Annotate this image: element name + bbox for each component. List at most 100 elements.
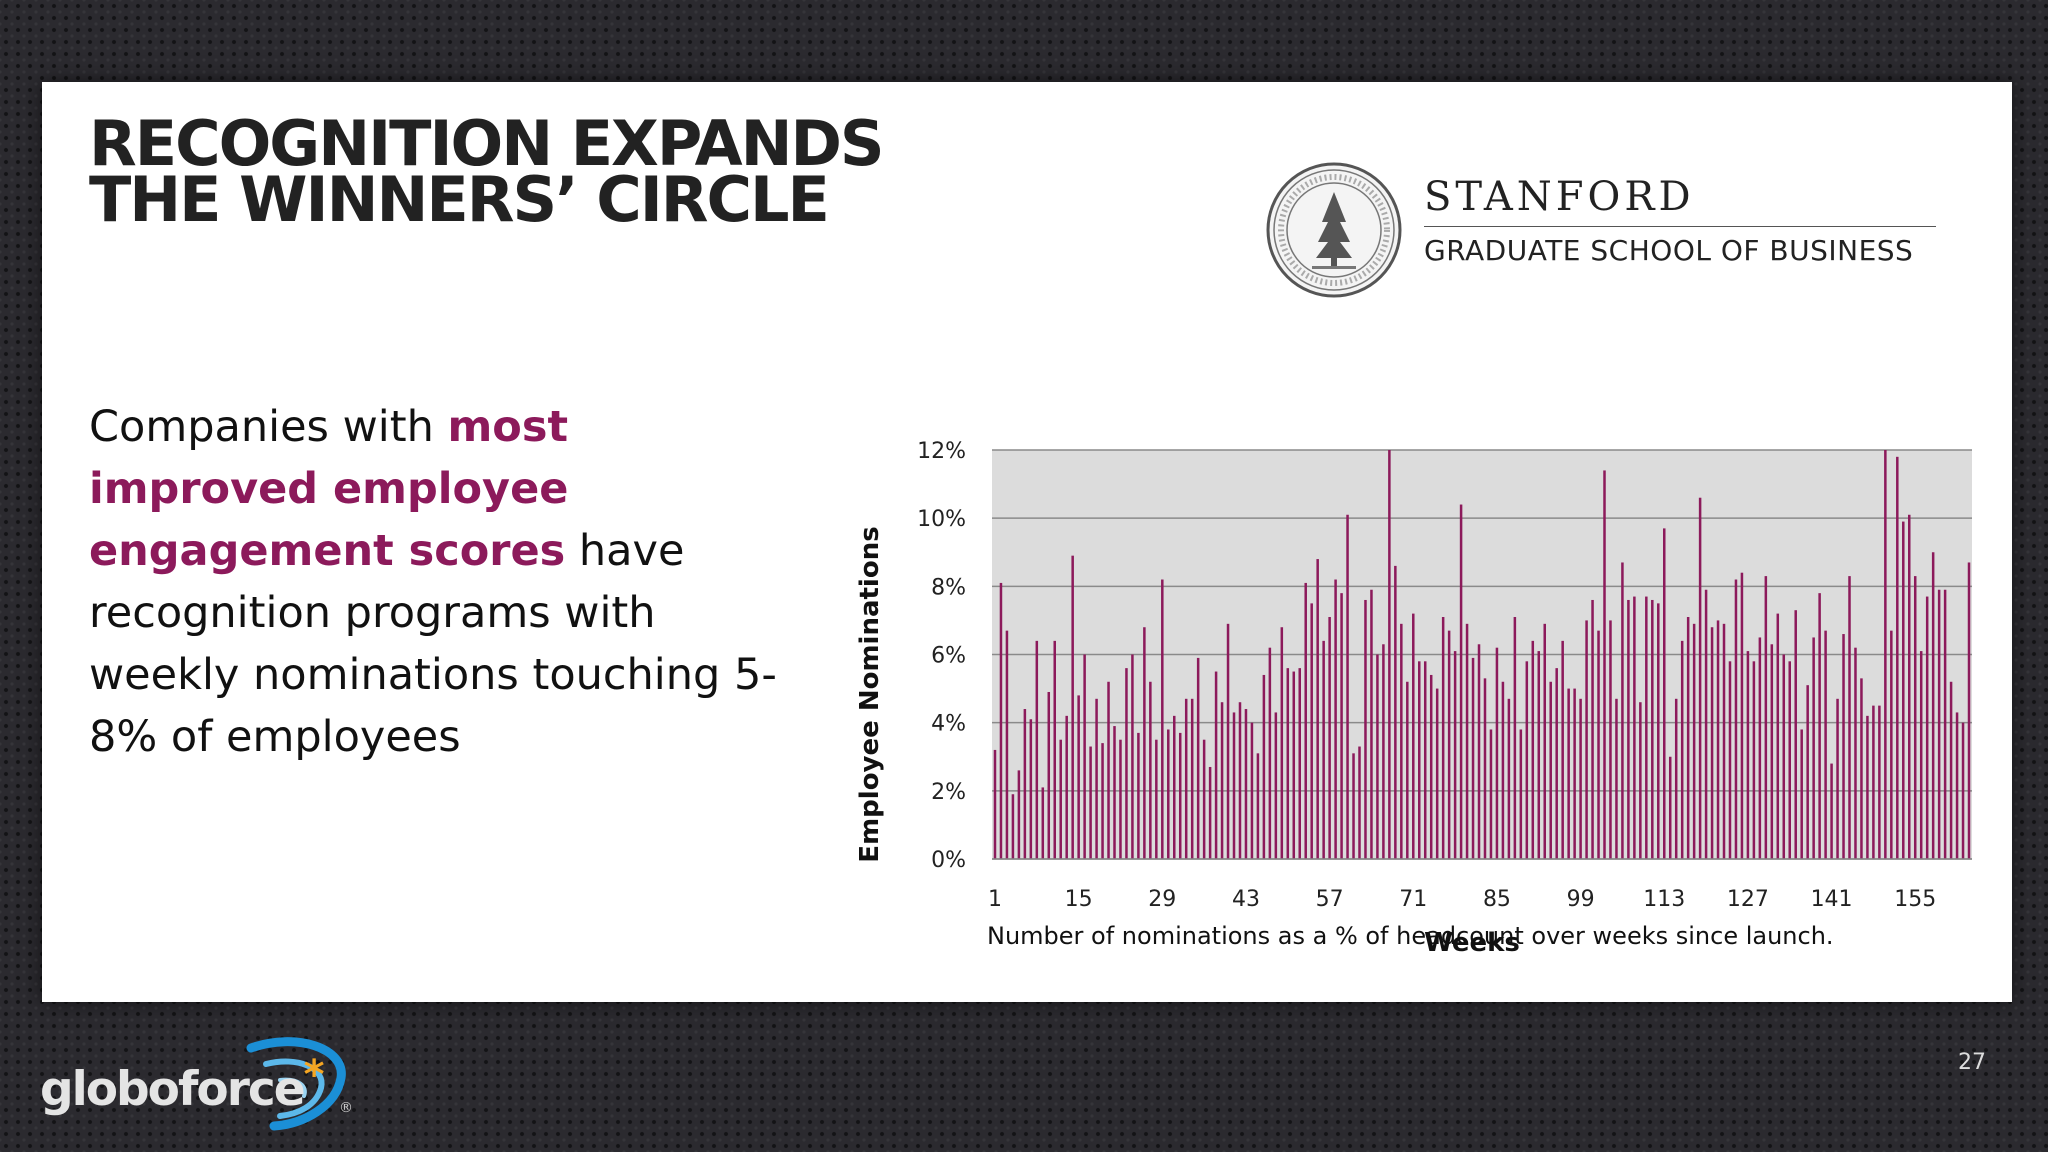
bar bbox=[1896, 456, 1899, 859]
bar bbox=[1286, 668, 1290, 859]
bar bbox=[1489, 729, 1493, 859]
bar bbox=[1274, 712, 1278, 859]
bar bbox=[1226, 623, 1230, 859]
bar bbox=[1513, 617, 1517, 859]
bar bbox=[1609, 620, 1612, 859]
bar bbox=[1382, 644, 1385, 859]
bar bbox=[1806, 685, 1809, 859]
bar bbox=[1065, 715, 1068, 859]
bar bbox=[1406, 681, 1409, 859]
bar bbox=[1507, 698, 1511, 859]
bar bbox=[1441, 617, 1445, 859]
bar bbox=[1680, 640, 1684, 859]
bar bbox=[1597, 630, 1600, 859]
bar bbox=[1776, 613, 1780, 859]
globoforce-logo: globoforce* ® bbox=[36, 1028, 366, 1138]
bar bbox=[1495, 647, 1499, 859]
bar bbox=[1388, 450, 1391, 859]
bar bbox=[1740, 572, 1744, 859]
bar bbox=[1854, 647, 1857, 859]
bar bbox=[1537, 651, 1541, 859]
stanford-logo: STANFORD GRADUATE SCHOOL OF BUSINESS bbox=[1264, 160, 1984, 300]
bar bbox=[1167, 729, 1170, 859]
bar bbox=[1674, 698, 1678, 859]
bar bbox=[1435, 688, 1439, 859]
slide: RECOGNITION EXPANDS THE WINNERS’ CIRCLE … bbox=[42, 82, 2012, 1002]
bar bbox=[1561, 640, 1564, 859]
bar bbox=[1698, 497, 1702, 859]
bar bbox=[1794, 610, 1797, 859]
bar bbox=[1316, 559, 1319, 859]
bar bbox=[1519, 729, 1523, 859]
registered-mark: ® bbox=[339, 1100, 353, 1116]
bar bbox=[1746, 651, 1750, 859]
bar bbox=[1077, 695, 1080, 859]
bar bbox=[1423, 661, 1427, 859]
bar bbox=[1668, 756, 1672, 859]
bar bbox=[1657, 603, 1660, 859]
bar bbox=[1890, 630, 1893, 859]
bar bbox=[999, 582, 1003, 859]
bar bbox=[1089, 746, 1092, 859]
x-tick-label: 113 bbox=[1643, 887, 1685, 912]
bar bbox=[1555, 668, 1558, 859]
bar bbox=[1645, 596, 1648, 859]
brand-asterisk: * bbox=[303, 1052, 325, 1098]
bar bbox=[1621, 562, 1624, 859]
x-tick-label: 15 bbox=[1065, 887, 1093, 912]
y-tick-label: 6% bbox=[931, 644, 966, 669]
bar bbox=[1017, 770, 1021, 859]
bar bbox=[1848, 576, 1851, 859]
x-tick-label: 29 bbox=[1148, 887, 1176, 912]
stanford-subtitle: GRADUATE SCHOOL OF BUSINESS bbox=[1424, 234, 1914, 267]
bar bbox=[1053, 640, 1056, 859]
body-lead: Companies with bbox=[89, 402, 448, 452]
bar bbox=[1758, 637, 1762, 859]
x-tick-label: 127 bbox=[1727, 887, 1769, 912]
stanford-name: STANFORD bbox=[1424, 174, 1695, 220]
globoforce-swoosh-icon bbox=[246, 1037, 346, 1131]
bar bbox=[1447, 630, 1451, 859]
bar bbox=[1280, 627, 1284, 859]
bar bbox=[1358, 746, 1361, 859]
x-tick-label: 99 bbox=[1567, 887, 1595, 912]
bar bbox=[1722, 623, 1726, 859]
bar bbox=[1125, 668, 1128, 859]
bar bbox=[1131, 654, 1134, 859]
bar bbox=[1173, 715, 1176, 859]
bar bbox=[1824, 630, 1827, 859]
bar bbox=[1692, 623, 1696, 859]
bar bbox=[1113, 726, 1116, 859]
bar bbox=[1830, 763, 1833, 859]
y-tick-label: 0% bbox=[931, 848, 966, 873]
y-tick-label: 4% bbox=[931, 712, 966, 737]
bar bbox=[1310, 603, 1313, 859]
bar bbox=[1812, 637, 1815, 859]
bar bbox=[1184, 698, 1188, 859]
bar bbox=[1543, 623, 1546, 859]
bar bbox=[1256, 753, 1260, 859]
bar bbox=[1292, 671, 1296, 859]
bar bbox=[1418, 661, 1421, 859]
bar bbox=[1232, 712, 1236, 859]
globoforce-wordmark: globoforce* bbox=[40, 1052, 325, 1117]
brand-name: globoforce bbox=[40, 1062, 306, 1117]
bar bbox=[1961, 722, 1965, 859]
x-tick-label: 85 bbox=[1483, 887, 1511, 912]
bar bbox=[993, 749, 997, 859]
bar bbox=[1842, 634, 1845, 859]
title-line-1: RECOGNITION EXPANDS bbox=[89, 107, 885, 180]
bar bbox=[1477, 644, 1481, 859]
bar bbox=[1782, 654, 1786, 859]
bar bbox=[1453, 651, 1457, 859]
x-tick-label: 141 bbox=[1811, 887, 1853, 912]
bar bbox=[1023, 709, 1027, 859]
bar bbox=[1579, 698, 1582, 859]
bar bbox=[1119, 739, 1122, 859]
bar bbox=[1549, 681, 1552, 859]
bar bbox=[1615, 698, 1618, 859]
y-tick-label: 8% bbox=[931, 575, 966, 600]
bar bbox=[1603, 470, 1606, 859]
y-tick-label: 10% bbox=[917, 507, 966, 532]
bar bbox=[1860, 678, 1863, 859]
